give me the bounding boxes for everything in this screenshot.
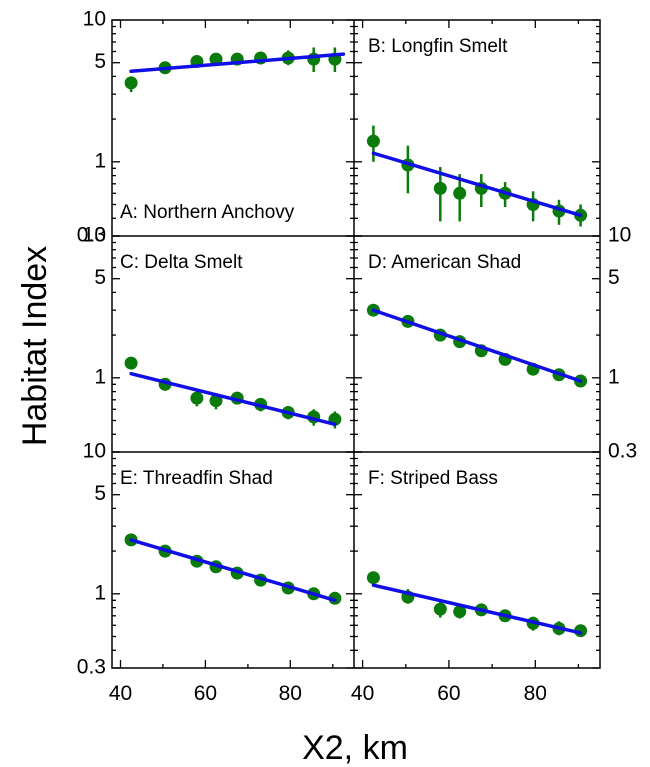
- y-tick-label: 1: [94, 581, 106, 604]
- panel-c: C: Delta Smelt: [120, 252, 342, 429]
- y-tick-label: 10: [83, 224, 106, 247]
- data-point: [366, 134, 380, 148]
- y-tick-label: 1: [94, 149, 106, 172]
- data-point: [124, 356, 138, 370]
- panel-label: C: Delta Smelt: [120, 252, 243, 273]
- y-tick-label: 1: [608, 365, 620, 388]
- y-tick-label: 5: [94, 266, 106, 289]
- panel-b: B: Longfin Smelt: [366, 36, 588, 227]
- y-tick-label: 10: [83, 440, 106, 463]
- data-point: [366, 571, 380, 585]
- frame-group: [111, 19, 601, 669]
- panel-label: F: Striped Bass: [368, 468, 498, 489]
- y-tick-label: 10: [608, 224, 631, 247]
- data-point: [574, 624, 588, 638]
- data-point: [433, 181, 447, 195]
- fit-line: [371, 151, 583, 218]
- y-tick-label: 1: [94, 365, 106, 388]
- fit-line: [129, 538, 337, 603]
- data-point: [328, 591, 342, 605]
- x-axis-title: X2, km: [302, 729, 408, 767]
- data-point: [453, 186, 467, 200]
- x-tick-label: 60: [194, 682, 217, 705]
- panels-group: A: Northern Anchovy B: Longfin Smelt C: De…: [120, 36, 588, 638]
- fit-line: [371, 583, 583, 635]
- panel-d: D: American Shad: [366, 252, 588, 388]
- data-point: [209, 52, 223, 66]
- data-point: [453, 605, 467, 619]
- ticks-group: [112, 19, 600, 669]
- data-point: [209, 394, 223, 408]
- fit-line: [129, 371, 337, 427]
- panel-label: D: American Shad: [368, 252, 521, 273]
- y-tick-label: 5: [608, 266, 620, 289]
- x-tick-label: 80: [524, 682, 547, 705]
- y-tick-label: 0.3: [77, 224, 106, 247]
- y-axis-title: Habitat Index: [16, 246, 54, 446]
- panel-a: A: Northern Anchovy: [120, 47, 346, 223]
- plot-frame: [111, 19, 601, 669]
- fit-line: [371, 308, 583, 383]
- data-point: [433, 602, 447, 616]
- panel-label: B: Longfin Smelt: [368, 36, 508, 57]
- x-tick-label: 40: [109, 682, 132, 705]
- y-tick-label: 5: [94, 50, 106, 73]
- data-point: [190, 391, 204, 405]
- y-tick-label: 0.3: [608, 440, 637, 463]
- y-tick-label: 5: [94, 482, 106, 505]
- fit-line: [129, 52, 346, 74]
- x-tick-label: 80: [279, 682, 302, 705]
- x-tick-label: 40: [351, 682, 374, 705]
- panel-label: A: Northern Anchovy: [120, 202, 295, 223]
- x-tick-label: 60: [437, 682, 460, 705]
- panel-f: F: Striped Bass: [366, 468, 588, 638]
- y-tick-label: 10: [83, 8, 106, 31]
- panel-label: E: Threadfin Shad: [120, 468, 273, 489]
- data-point: [124, 76, 138, 90]
- y-tick-label: 0.3: [77, 656, 106, 679]
- panel-e: E: Threadfin Shad: [120, 468, 342, 605]
